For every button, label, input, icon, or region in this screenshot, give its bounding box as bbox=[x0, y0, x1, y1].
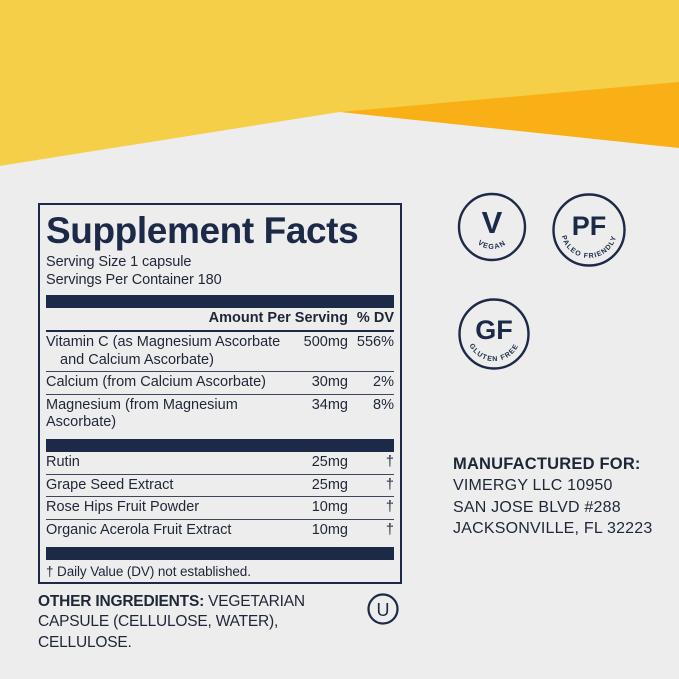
banner-shapes bbox=[0, 0, 679, 190]
paleo-friendly-icon: PF PALEO FRIENDLY bbox=[552, 193, 626, 267]
table-row: Rose Hips Fruit Powder 10mg † bbox=[46, 496, 394, 519]
yellow-banner bbox=[0, 0, 679, 190]
nutrient-amount: 34mg bbox=[303, 393, 348, 434]
badge-paleo-friendly: PF PALEO FRIENDLY bbox=[551, 192, 627, 268]
blend-amount: 25mg bbox=[311, 454, 348, 471]
blend-name: Rutin bbox=[46, 454, 80, 471]
divider-bar-middle bbox=[46, 439, 394, 453]
paleo-abbr: PF bbox=[572, 211, 607, 241]
gluten-caption: GLUTEN FREE bbox=[468, 343, 521, 363]
table-row: Calcium (from Calcium Ascorbate) 30mg 2% bbox=[46, 371, 394, 395]
header-amount-per-serving: Amount Per Serving bbox=[208, 309, 348, 326]
daily-value-footnote: † Daily Value (DV) not established. bbox=[46, 563, 251, 579]
ou-kosher-glyph: U bbox=[367, 593, 399, 625]
blend-dv: † bbox=[385, 454, 394, 471]
other-ingredients-text: VEGETARIAN CAPSULE (CELLULOSE, WATER), C… bbox=[38, 593, 305, 651]
other-ingredients-block: OTHER INGREDIENTS: VEGETARIAN CAPSULE (C… bbox=[38, 592, 368, 653]
manufacturer-heading: MANUFACTURED FOR: bbox=[453, 455, 641, 473]
table-row: Magnesium (from Magnesium Ascorbate) 34m… bbox=[46, 393, 394, 434]
vegan-abbr: V bbox=[482, 205, 503, 240]
divider-bar-bottom bbox=[46, 546, 394, 560]
blend-amount: 10mg bbox=[298, 496, 348, 519]
divider-under-header bbox=[46, 330, 394, 333]
nutrient-dv: 556% bbox=[356, 334, 394, 351]
banner-base-gray bbox=[0, 112, 679, 190]
divider-bar-top bbox=[46, 294, 394, 308]
nutrient-amount: 30mg bbox=[303, 371, 348, 395]
blend-dv: † bbox=[348, 473, 394, 497]
table-header-row: Amount Per Serving % DV bbox=[46, 308, 394, 330]
blend-name: Organic Acerola Fruit Extract bbox=[46, 518, 299, 541]
other-ingredients-label: OTHER INGREDIENTS: bbox=[38, 593, 205, 610]
blend-amount: 10mg bbox=[298, 518, 348, 541]
manufacturer-line-2: SAN JOSE BLVD #288 bbox=[453, 498, 621, 516]
servings-per-container-text: Servings Per Container 180 bbox=[46, 271, 222, 288]
nutrient-dv: 8% bbox=[348, 393, 394, 434]
badge-vegan: V VEGAN bbox=[457, 192, 527, 262]
nutrient-name: Magnesium (from Magnesium Ascorbate) bbox=[46, 393, 304, 434]
manufacturer-line-3: JACKSONVILLE, FL 32223 bbox=[453, 519, 653, 537]
table-row: Organic Acerola Fruit Extract 10mg † bbox=[46, 518, 394, 541]
nutrition-table: Amount Per Serving % DV bbox=[46, 308, 394, 330]
blend-name: Rose Hips Fruit Powder bbox=[46, 496, 299, 519]
manufacturer-line-1: VIMERGY LLC 10950 bbox=[453, 477, 613, 495]
ou-kosher-icon: U bbox=[366, 592, 400, 626]
header-percent-dv: % DV bbox=[356, 309, 394, 326]
table-row: Grape Seed Extract 25mg † bbox=[46, 473, 394, 497]
blend-name: Grape Seed Extract bbox=[46, 473, 299, 497]
badge-gluten-free: GF GLUTEN FREE bbox=[457, 297, 531, 371]
nutrient-name: Vitamin C (as Magnesium Ascorbate and Ca… bbox=[46, 332, 304, 371]
serving-size-text: Serving Size 1 capsule bbox=[46, 253, 192, 270]
nutrient-name: Calcium (from Calcium Ascorbate) bbox=[46, 371, 304, 395]
nutrient-name-line1: Vitamin C (as Magnesium Ascorbate bbox=[46, 334, 281, 351]
supplement-facts-title: Supplement Facts bbox=[46, 210, 359, 251]
blend-rows-table: Rutin 25mg † Grape Seed Extract 25mg † R… bbox=[46, 452, 394, 541]
vegan-icon: V VEGAN bbox=[457, 192, 527, 262]
blend-dv: † bbox=[348, 496, 394, 519]
blend-amount: 25mg bbox=[298, 473, 348, 497]
nutrient-dv: 2% bbox=[348, 371, 394, 395]
nutrient-rows-table: Vitamin C (as Magnesium Ascorbate and Ca… bbox=[46, 332, 394, 434]
nutrient-amount: 500mg bbox=[303, 334, 348, 351]
nutrient-name-line2: and Calcium Ascorbate) bbox=[60, 351, 214, 368]
gluten-free-icon: GF GLUTEN FREE bbox=[458, 298, 530, 370]
supplement-facts-panel: Supplement Facts Serving Size 1 capsule … bbox=[38, 203, 402, 584]
blend-dv: † bbox=[348, 518, 394, 541]
gluten-abbr: GF bbox=[475, 315, 513, 345]
table-row: Rutin 25mg † bbox=[46, 452, 394, 474]
vegan-caption: VEGAN bbox=[476, 238, 507, 251]
svg-text:U: U bbox=[377, 600, 390, 620]
manufacturer-block: MANUFACTURED FOR: VIMERGY LLC 10950 SAN … bbox=[453, 453, 668, 539]
table-row: Vitamin C (as Magnesium Ascorbate and Ca… bbox=[46, 332, 394, 371]
